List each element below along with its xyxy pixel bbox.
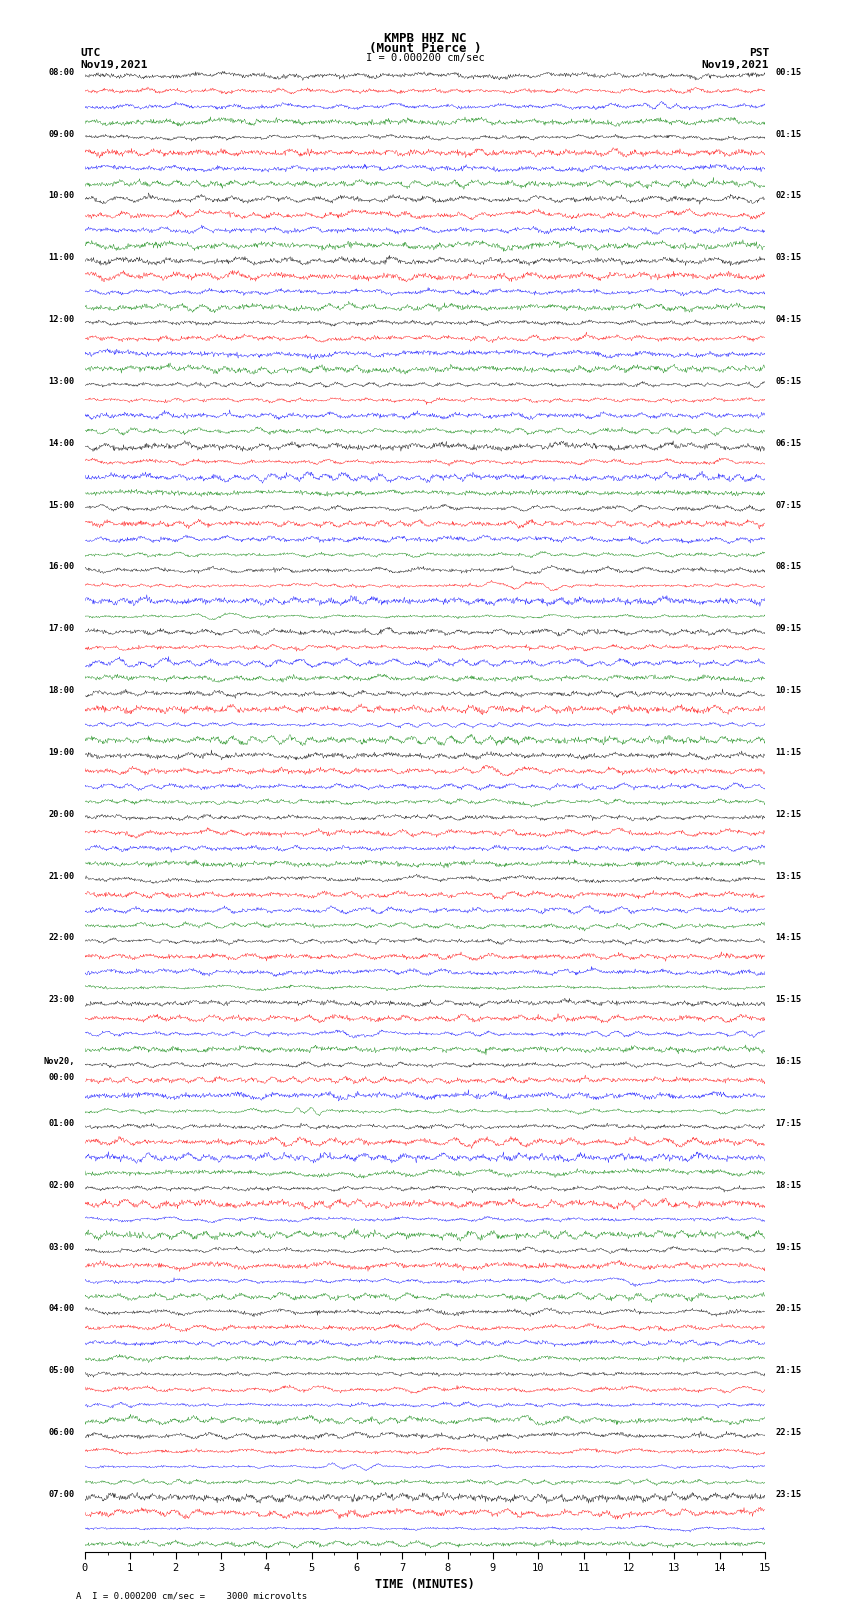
Text: 11:00: 11:00 [48,253,75,263]
Text: 15:15: 15:15 [775,995,802,1005]
Text: 09:00: 09:00 [48,129,75,139]
Text: A  I = 0.000200 cm/sec =    3000 microvolts: A I = 0.000200 cm/sec = 3000 microvolts [76,1590,308,1600]
Text: 21:00: 21:00 [48,871,75,881]
Text: 01:00: 01:00 [48,1119,75,1127]
Text: 17:00: 17:00 [48,624,75,634]
Text: (Mount Pierce ): (Mount Pierce ) [369,42,481,55]
Text: 08:00: 08:00 [48,68,75,77]
Text: 03:00: 03:00 [48,1242,75,1252]
Text: 02:15: 02:15 [775,192,802,200]
Text: 01:15: 01:15 [775,129,802,139]
Text: 16:15: 16:15 [775,1057,802,1066]
Text: 14:15: 14:15 [775,934,802,942]
Text: I = 0.000200 cm/sec: I = 0.000200 cm/sec [366,53,484,63]
Text: 22:00: 22:00 [48,934,75,942]
Text: 07:00: 07:00 [48,1490,75,1498]
Text: 23:00: 23:00 [48,995,75,1005]
Text: 00:15: 00:15 [775,68,802,77]
Text: 19:00: 19:00 [48,748,75,756]
Text: 18:15: 18:15 [775,1181,802,1190]
Text: 20:15: 20:15 [775,1305,802,1313]
Text: Nov19,2021: Nov19,2021 [81,60,148,69]
Text: 09:15: 09:15 [775,624,802,634]
Text: 19:15: 19:15 [775,1242,802,1252]
Text: 06:15: 06:15 [775,439,802,448]
Text: Nov19,2021: Nov19,2021 [702,60,769,69]
Text: 10:15: 10:15 [775,686,802,695]
Text: 04:00: 04:00 [48,1305,75,1313]
Text: Nov20,: Nov20, [43,1057,75,1066]
Text: 04:15: 04:15 [775,315,802,324]
Text: 16:00: 16:00 [48,563,75,571]
Text: 06:00: 06:00 [48,1428,75,1437]
Text: KMPB HHZ NC: KMPB HHZ NC [383,32,467,45]
Text: 00:00: 00:00 [48,1073,75,1081]
Text: 20:00: 20:00 [48,810,75,819]
Text: 12:00: 12:00 [48,315,75,324]
X-axis label: TIME (MINUTES): TIME (MINUTES) [375,1579,475,1592]
Text: 10:00: 10:00 [48,192,75,200]
Text: 02:00: 02:00 [48,1181,75,1190]
Text: 23:15: 23:15 [775,1490,802,1498]
Text: 07:15: 07:15 [775,500,802,510]
Text: 18:00: 18:00 [48,686,75,695]
Text: PST: PST [749,48,769,58]
Text: 13:15: 13:15 [775,871,802,881]
Text: 17:15: 17:15 [775,1119,802,1127]
Text: 05:00: 05:00 [48,1366,75,1376]
Text: 11:15: 11:15 [775,748,802,756]
Text: 12:15: 12:15 [775,810,802,819]
Text: 14:00: 14:00 [48,439,75,448]
Text: 03:15: 03:15 [775,253,802,263]
Text: 21:15: 21:15 [775,1366,802,1376]
Text: 08:15: 08:15 [775,563,802,571]
Text: UTC: UTC [81,48,101,58]
Text: 13:00: 13:00 [48,377,75,386]
Text: 05:15: 05:15 [775,377,802,386]
Text: 22:15: 22:15 [775,1428,802,1437]
Text: 15:00: 15:00 [48,500,75,510]
